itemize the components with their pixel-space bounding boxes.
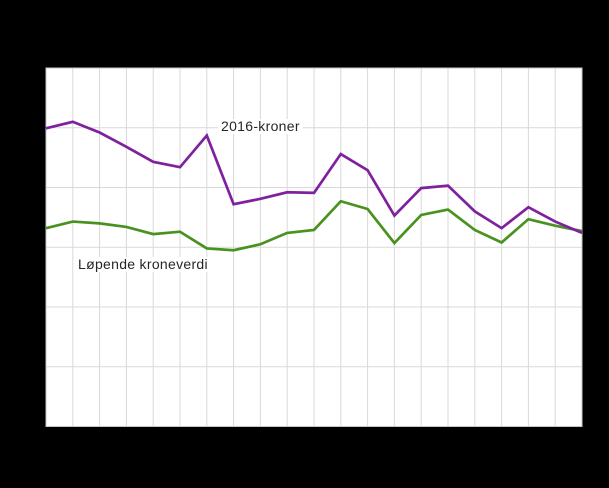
- series-label-lopende-kroneverdi: Løpende kroneverdi: [75, 257, 211, 272]
- series-label-2016-kroner: 2016-kroner: [218, 119, 303, 134]
- series-line-0: [45, 120, 583, 235]
- plot-border: [45, 67, 583, 427]
- series-line-1: [45, 199, 583, 252]
